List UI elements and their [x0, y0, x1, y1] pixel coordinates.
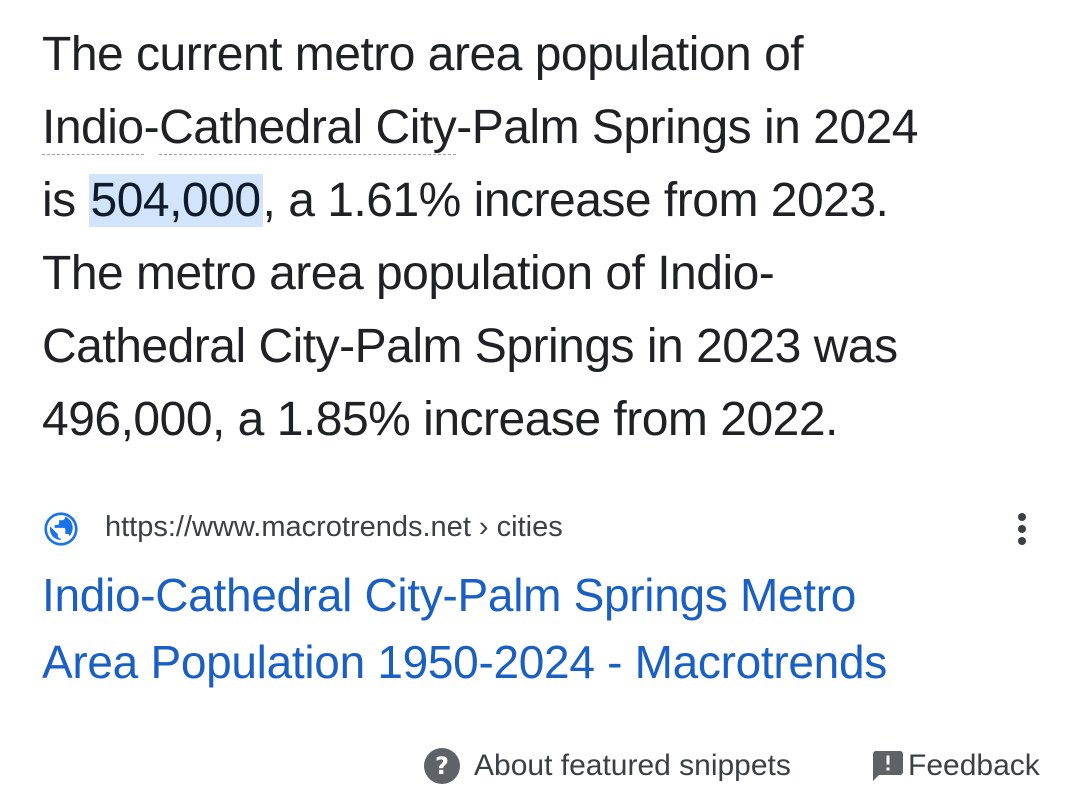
featured-snippet-text: The current metro area population of Ind…: [42, 18, 1052, 456]
snippet-line-4: The metro area population of Indio-: [42, 247, 775, 300]
snippet-line-6: 496,000, a 1.85% increase from 2022.: [42, 393, 838, 446]
snippet-footer: ? About featured snippets Feedback: [0, 740, 1080, 790]
about-featured-snippets-button[interactable]: ? About featured snippets: [424, 744, 791, 788]
help-icon: ?: [424, 748, 460, 784]
result-title-link[interactable]: Indio-Cathedral City-Palm Springs Metro …: [42, 562, 1052, 696]
feedback-icon: [873, 751, 903, 781]
result-title-line-1[interactable]: Indio-Cathedral City-Palm Springs Metro: [42, 569, 857, 621]
result-source[interactable]: https://www.macrotrends.net › cities: [42, 505, 1042, 555]
result-title-line-2[interactable]: Area Population 1950-2024 - Macrotrends: [42, 636, 887, 688]
result-url[interactable]: https://www.macrotrends.net › cities: [105, 511, 563, 543]
globe-icon: [44, 512, 78, 546]
snippet-line-1: The current metro area population of: [42, 28, 804, 81]
snippet-line-2: Indio-Cathedral City-Palm Springs in 202…: [42, 91, 1052, 164]
definition-link-indio[interactable]: Indio: [42, 101, 144, 155]
kebab-dot: [1018, 513, 1026, 521]
highlighted-answer: 504,000: [88, 174, 263, 227]
feedback-button[interactable]: Feedback: [870, 744, 1040, 788]
more-vert-icon[interactable]: [1007, 513, 1037, 553]
snippet-line-3-pre: is: [42, 174, 89, 227]
snippet-line-2-rest: -Palm Springs in 2024: [456, 101, 918, 154]
feedback-label: Feedback: [908, 749, 1040, 782]
snippet-line-3: is 504,000, a 1.61% increase from 2023.: [42, 164, 1052, 237]
snippet-separator: -: [143, 101, 160, 154]
about-featured-snippets-label: About featured snippets: [474, 749, 791, 782]
kebab-dot: [1018, 537, 1026, 545]
definition-link-cathedral-city[interactable]: Cathedral City: [159, 101, 457, 155]
kebab-dot: [1018, 525, 1026, 533]
snippet-line-3-post: , a 1.61% increase from 2023.: [262, 174, 889, 227]
snippet-line-5: Cathedral City-Palm Springs in 2023 was: [42, 320, 898, 373]
